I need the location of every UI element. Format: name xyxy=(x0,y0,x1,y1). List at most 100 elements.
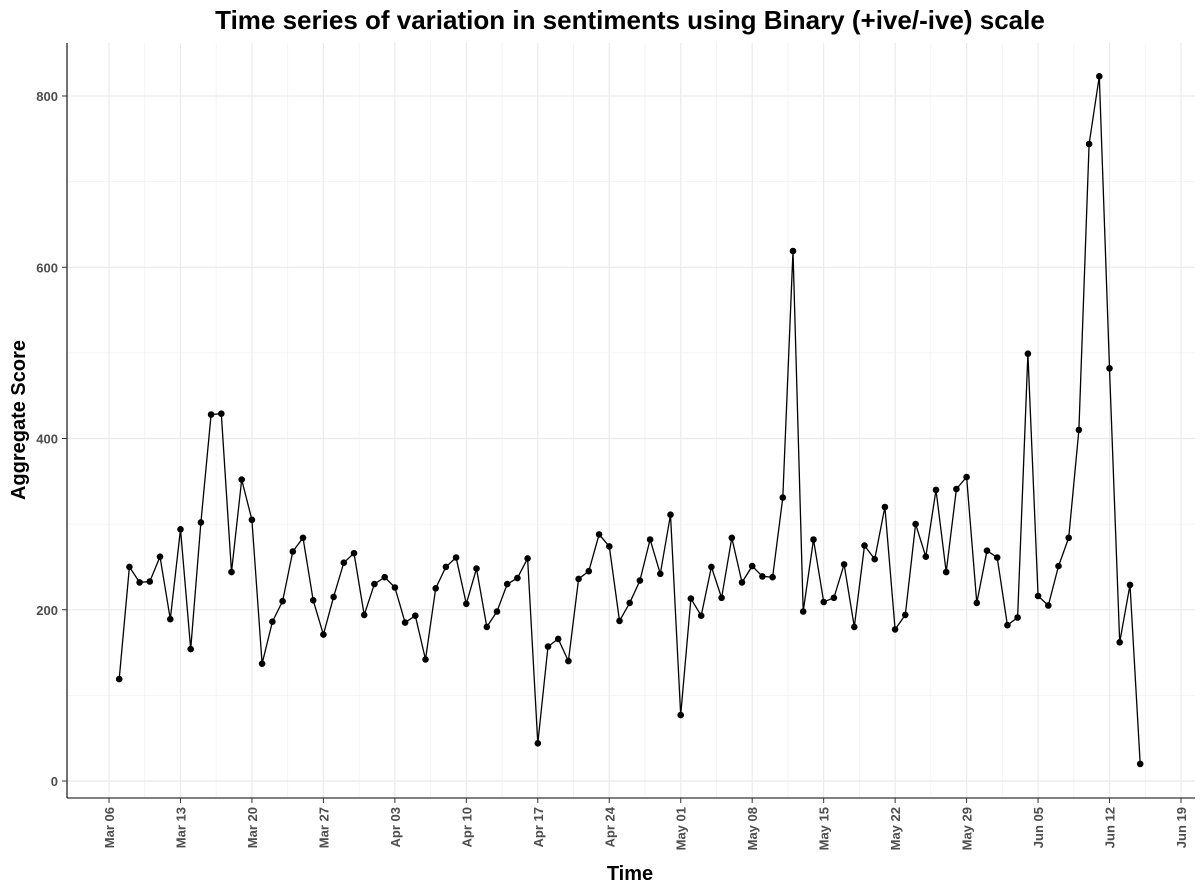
data-point xyxy=(1024,350,1032,358)
data-point xyxy=(309,597,317,604)
data-point xyxy=(728,534,736,542)
data-point xyxy=(697,612,705,619)
data-point xyxy=(667,511,674,518)
data-point xyxy=(207,411,215,418)
data-point xyxy=(503,580,511,588)
data-point xyxy=(228,568,235,576)
y-axis-title: Aggregate Score xyxy=(8,340,30,500)
data-point xyxy=(575,575,582,583)
data-point xyxy=(1065,534,1072,542)
data-point xyxy=(452,554,460,561)
data-point xyxy=(412,612,419,619)
data-point xyxy=(126,563,133,571)
series-line xyxy=(118,76,1141,764)
data-point xyxy=(973,599,981,607)
series-layer xyxy=(115,73,1144,768)
data-point xyxy=(554,635,562,643)
data-point xyxy=(1106,365,1113,372)
data-point xyxy=(544,643,552,650)
data-point xyxy=(983,547,991,554)
data-point xyxy=(401,619,409,626)
data-point xyxy=(156,553,164,560)
x-tick-label: Apr 17 xyxy=(531,807,546,847)
data-point xyxy=(912,520,919,528)
x-axis-title: Time xyxy=(607,863,653,885)
x-tick-label: May 22 xyxy=(888,807,903,850)
data-point xyxy=(1004,621,1011,629)
data-point xyxy=(851,623,858,631)
data-point xyxy=(493,608,501,615)
data-point xyxy=(136,579,143,586)
data-point xyxy=(769,573,776,581)
y-tick-label: 0 xyxy=(51,774,58,789)
data-point xyxy=(360,611,368,619)
data-point xyxy=(524,555,531,562)
data-point xyxy=(289,548,297,555)
data-point xyxy=(514,574,521,582)
data-point xyxy=(269,618,276,625)
data-point xyxy=(146,578,154,585)
data-point xyxy=(759,573,766,580)
data-point xyxy=(1075,426,1083,434)
data-point xyxy=(748,562,756,570)
data-point xyxy=(565,657,572,665)
data-point xyxy=(687,595,695,602)
data-point xyxy=(902,611,909,619)
data-point xyxy=(473,565,480,572)
data-point xyxy=(626,599,633,607)
x-tick-label: Mar 27 xyxy=(316,807,331,848)
data-point xyxy=(708,563,715,571)
data-point xyxy=(830,594,838,602)
chart-title: Time series of variation in sentiments u… xyxy=(215,5,1045,35)
data-point xyxy=(779,494,787,501)
data-point xyxy=(932,486,940,494)
data-point xyxy=(861,542,868,549)
minor-gridlines xyxy=(67,43,1195,798)
data-point xyxy=(391,584,399,591)
data-point xyxy=(738,579,746,586)
data-point xyxy=(1014,614,1021,621)
data-point xyxy=(718,594,725,602)
data-point xyxy=(646,536,654,543)
y-tick-label: 400 xyxy=(36,432,58,447)
data-point xyxy=(585,567,593,575)
x-tick-label: Mar 20 xyxy=(245,807,260,848)
data-point xyxy=(871,555,878,563)
y-tick-label: 200 xyxy=(36,603,58,618)
x-tick-label: Jun 19 xyxy=(1174,807,1189,848)
data-point xyxy=(1126,581,1134,589)
data-point xyxy=(167,615,174,623)
data-point xyxy=(993,554,1001,561)
data-point xyxy=(677,711,684,719)
x-tick-label: Apr 03 xyxy=(388,807,403,847)
data-point xyxy=(963,473,970,481)
data-point xyxy=(942,568,950,576)
y-tick-label: 600 xyxy=(36,260,58,275)
data-point xyxy=(115,675,123,683)
x-tick-label: Mar 13 xyxy=(173,807,188,848)
data-point xyxy=(1055,562,1062,570)
data-point xyxy=(789,247,797,255)
data-point xyxy=(820,598,827,606)
data-point xyxy=(177,526,184,533)
x-tick-label: Apr 24 xyxy=(602,806,617,847)
data-point xyxy=(197,519,205,526)
data-point xyxy=(320,631,327,638)
data-point xyxy=(595,531,603,538)
data-point xyxy=(1034,592,1042,600)
x-tick-label: Jun 12 xyxy=(1103,807,1118,848)
data-point xyxy=(330,593,337,601)
data-point xyxy=(1085,140,1093,148)
data-point xyxy=(534,740,542,747)
x-tick-label: Jun 05 xyxy=(1031,807,1046,848)
data-point xyxy=(1136,760,1144,768)
data-point xyxy=(442,563,450,571)
data-point xyxy=(422,656,429,663)
x-tick-label: Mar 06 xyxy=(102,807,117,848)
data-point xyxy=(616,617,623,625)
data-point xyxy=(340,559,348,566)
x-tick-label: Apr 10 xyxy=(459,807,474,847)
data-point xyxy=(840,561,848,568)
data-point xyxy=(432,585,440,592)
